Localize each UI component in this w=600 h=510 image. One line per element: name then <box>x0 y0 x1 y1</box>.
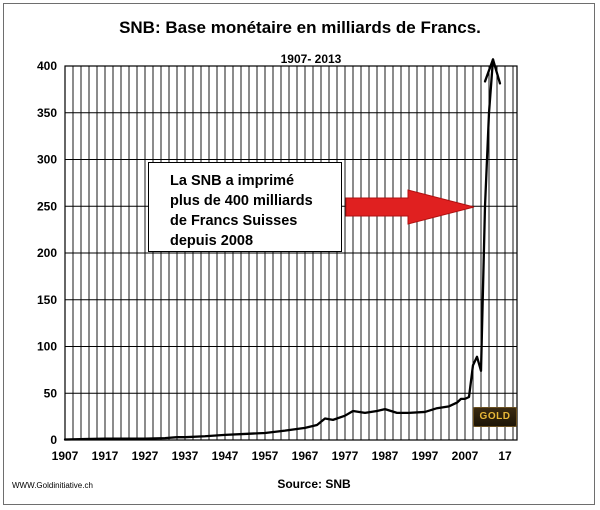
annotation-line: plus de 400 milliards <box>170 193 313 209</box>
x-tick-label: 1997 <box>412 449 439 463</box>
chart-title: SNB: Base monétaire en milliards de Fran… <box>119 18 481 37</box>
x-tick-label: 1957 <box>252 449 279 463</box>
x-tick-label: 1917 <box>92 449 119 463</box>
source-label: Source: SNB <box>277 477 351 491</box>
x-tick-label: 1907 <box>52 449 79 463</box>
annotation-line: La SNB a imprimé <box>170 173 295 189</box>
x-tick-label: 1967 <box>292 449 319 463</box>
logo-text: GOLD <box>479 411 511 422</box>
annotation-line: de Francs Suisses <box>170 213 298 229</box>
series-arrowhead <box>483 58 502 85</box>
x-tick-label: 17 <box>498 449 512 463</box>
y-tick-label: 200 <box>37 246 57 260</box>
y-tick-label: 350 <box>37 106 57 120</box>
series-line <box>63 58 495 441</box>
website-label: WWW.Goldinitiative.ch <box>12 481 93 490</box>
plot-border <box>64 65 518 441</box>
x-tick-label: 1987 <box>372 449 399 463</box>
x-tick-label: 1947 <box>212 449 239 463</box>
x-tick-label: 2007 <box>452 449 479 463</box>
x-tick-label: 1937 <box>172 449 199 463</box>
annotation-box: La SNB a imprimé plus de 400 milliards d… <box>148 162 342 252</box>
chart-subtitle: 1907- 2013 <box>280 52 342 66</box>
y-tick-label: 300 <box>37 153 57 167</box>
red-arrow <box>345 189 475 225</box>
y-tick-label: 50 <box>44 386 58 400</box>
y-tick-label: 150 <box>37 293 57 307</box>
annotation-line: depuis 2008 <box>170 233 254 249</box>
x-tick-label: 1927 <box>132 449 159 463</box>
y-tick-label: 0 <box>50 433 57 447</box>
x-tick-label: 1977 <box>332 449 359 463</box>
y-tick-label: 100 <box>37 340 57 354</box>
gold-logo: GOLD <box>473 407 517 427</box>
y-tick-label: 250 <box>37 199 57 213</box>
y-tick-label: 400 <box>37 59 57 73</box>
